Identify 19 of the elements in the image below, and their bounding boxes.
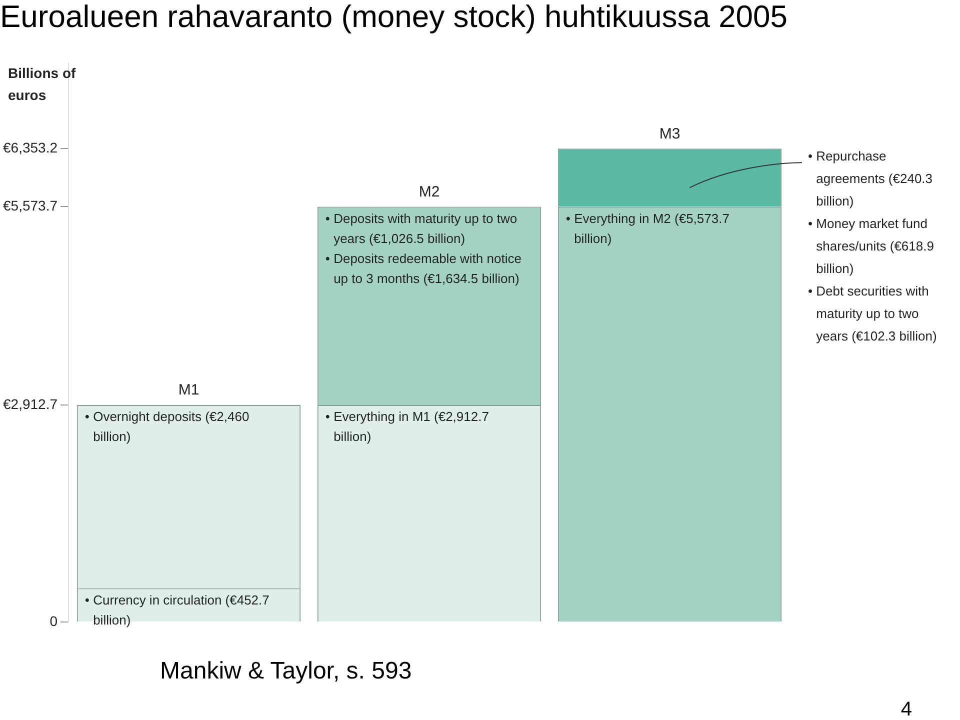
annotation: • Everything in M2 (€5,573.7 billion) — [566, 210, 730, 246]
text: 4 — [900, 698, 912, 720]
annotation: • Overnight deposits (€2,460 billion) — [84, 409, 250, 444]
chart-title: Euroalueen rahavaranto (money stock) huhtikuussa 2005 — [0, 0, 788, 34]
annotation: • Deposits with maturity up to two years (€1,026.5 billion) • Deposits redeemable with notice up to 3 months (€1,634.5 billion) — [325, 210, 522, 286]
y-tick-label: €5,573.7 — [2, 198, 58, 214]
y-tick-label: 0 — [50, 612, 58, 629]
x-tick-label: M3 — [659, 125, 680, 142]
text: • Repurchase agreements (€240.3 billion) — [808, 148, 933, 209]
annotation: • Currency in circulation (€452.7 billion) — [84, 592, 270, 628]
x-tick-label: M2 — [418, 183, 440, 200]
y-tick-label: €2,912.7 — [2, 396, 58, 412]
text: • Money market fund shares/units (€618.9 billion) — [808, 216, 934, 276]
text: • Debt securities with maturity up to two years (€102.3 billion) — [808, 284, 937, 344]
x-tick-label: M1 — [178, 382, 200, 399]
text: Mankiw & Taylor, s. 593 — [160, 658, 412, 685]
y-axis-title: Billions of euros — [8, 65, 76, 104]
y-tick-label: €6,353.2 — [2, 140, 58, 156]
annotation: • Everything in M1 (€2,912.7 billion) — [325, 409, 489, 444]
